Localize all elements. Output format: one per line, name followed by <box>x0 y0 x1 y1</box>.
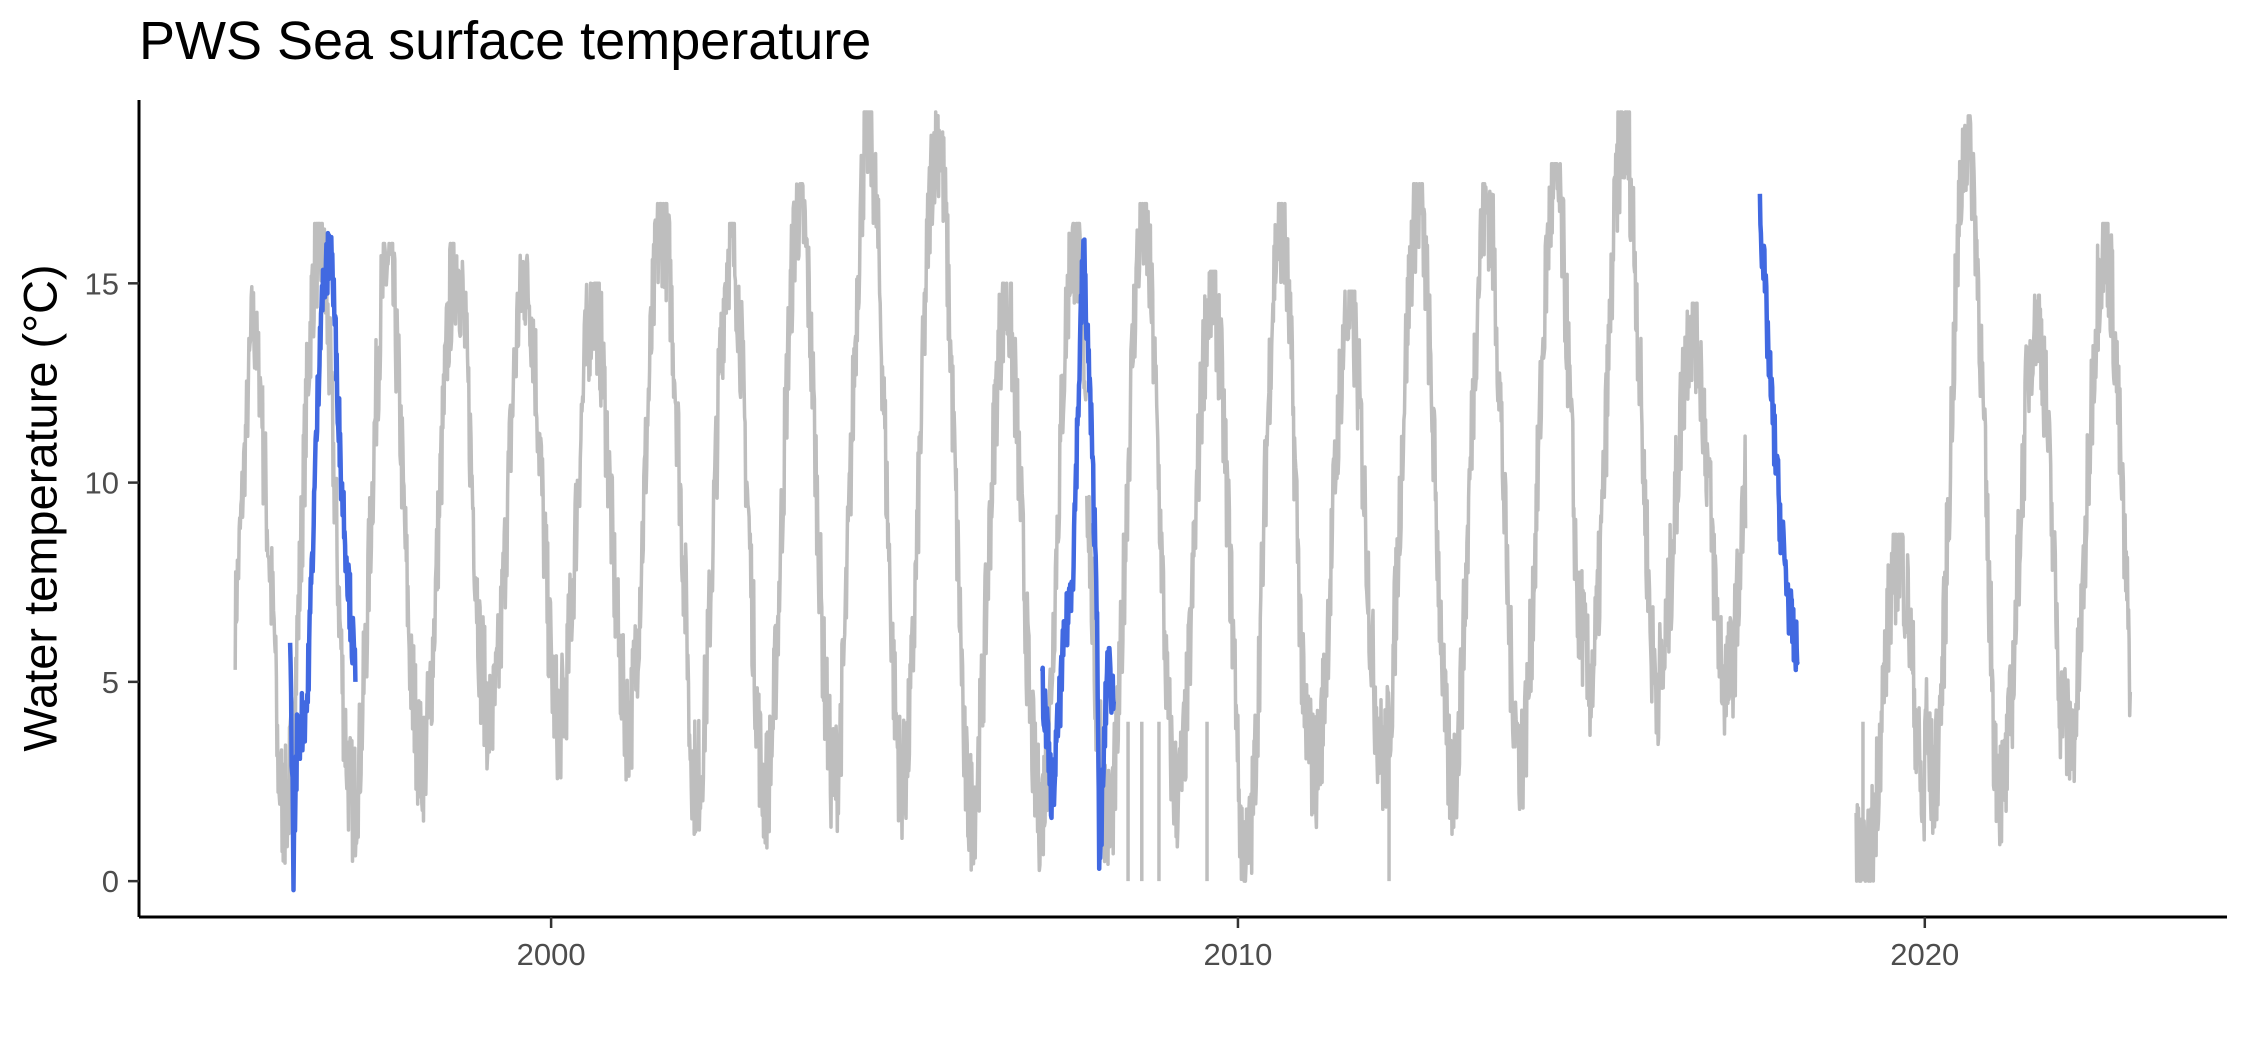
series-1-segment-0 <box>287 230 358 893</box>
y-tick-label: 10 <box>85 466 119 501</box>
series-0-segment-3 <box>1085 110 1748 883</box>
x-tick-label: 2010 <box>1203 937 1272 972</box>
chart-title: PWS Sea surface temperature <box>139 11 872 71</box>
series-0-segment-4 <box>1854 114 2133 883</box>
series-1-segment-2 <box>1757 193 1800 673</box>
series-1-segment-1 <box>1039 237 1117 872</box>
x-tick-label: 2020 <box>1890 937 1959 972</box>
series-0-segment-2 <box>618 110 1089 873</box>
axes-layer: 2000 2010 2020 0 5 10 15 <box>85 100 2227 972</box>
x-tick-label: 2000 <box>517 937 586 972</box>
y-tick-label: 0 <box>102 864 119 899</box>
series-0-segment-1 <box>260 221 621 865</box>
series-0-segment-0 <box>233 285 265 670</box>
series-layer <box>233 110 2133 893</box>
y-tick-label: 5 <box>102 665 119 700</box>
y-tick-label: 15 <box>85 266 119 301</box>
